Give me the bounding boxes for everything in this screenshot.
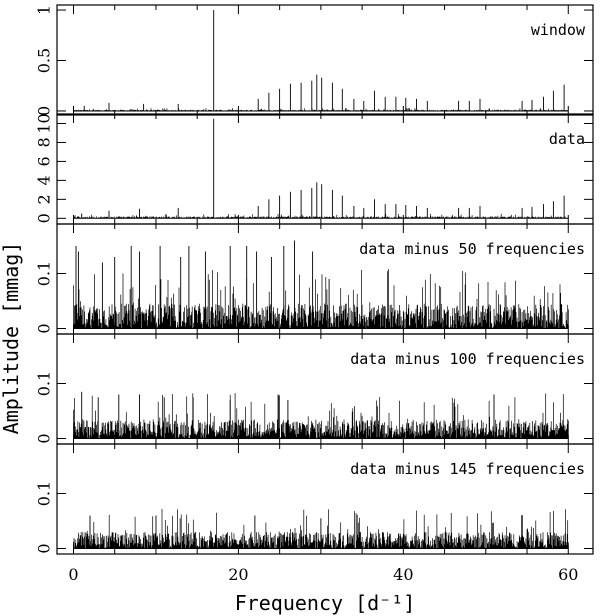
panel-frame <box>56 113 594 225</box>
y-tick-label: 6 <box>35 156 54 166</box>
x-tick-label: 60 <box>558 565 578 584</box>
panel-1: 0 0.5 1 window <box>35 4 594 116</box>
y-tick-label: 0 <box>35 433 54 443</box>
y-tick-label: 1 <box>35 5 54 15</box>
y-tick-label: 0 <box>35 543 54 553</box>
y-tick-label: 2 <box>35 194 54 204</box>
x-tick-labels: 0 20 40 60 <box>68 565 578 584</box>
panel-5: 0 0.1 data minus 145 frequencies <box>35 443 594 555</box>
spectrum-trace <box>73 269 569 329</box>
y-tick-label: 10 <box>35 113 54 133</box>
panel-label: data minus 100 frequencies <box>350 350 585 368</box>
x-tick-label: 20 <box>228 565 248 584</box>
y-tick-label: 0.5 <box>35 48 54 73</box>
panel-2: 0 2 4 6 8 10 data <box>35 113 594 225</box>
panel-frame <box>56 443 594 555</box>
y-tick-label: 0 <box>35 106 54 116</box>
x-tick-label: 0 <box>68 565 78 584</box>
panel-label: window <box>531 21 586 39</box>
y-tick-label: 0.1 <box>35 261 54 286</box>
y-tick-label: 0.1 <box>35 481 54 506</box>
y-tick-label: 4 <box>35 175 54 185</box>
panels-group: 0 0.5 1 window 0 2 4 6 8 10 data 0 0.1 data minus 50 … <box>35 4 594 555</box>
y-axis-title: Amplitude [mmag] <box>0 242 23 435</box>
spectrum-trace <box>73 213 569 219</box>
y-tick-label: 0 <box>35 323 54 333</box>
panel-frame <box>56 4 594 116</box>
y-tick-label: 8 <box>35 137 54 147</box>
y-tick-label: 0.1 <box>35 371 54 396</box>
panel-label: data minus 145 frequencies <box>350 460 585 478</box>
panel-3: 0 0.1 data minus 50 frequencies <box>35 223 594 335</box>
x-axis-title: Frequency [d⁻¹] <box>235 591 416 615</box>
panel-label: data minus 50 frequencies <box>359 240 585 258</box>
panel-4: 0 0.1 data minus 100 frequencies <box>35 333 594 445</box>
panel-label: data <box>549 130 585 148</box>
y-tick-label: 0 <box>35 213 54 223</box>
x-tick-label: 40 <box>393 565 413 584</box>
